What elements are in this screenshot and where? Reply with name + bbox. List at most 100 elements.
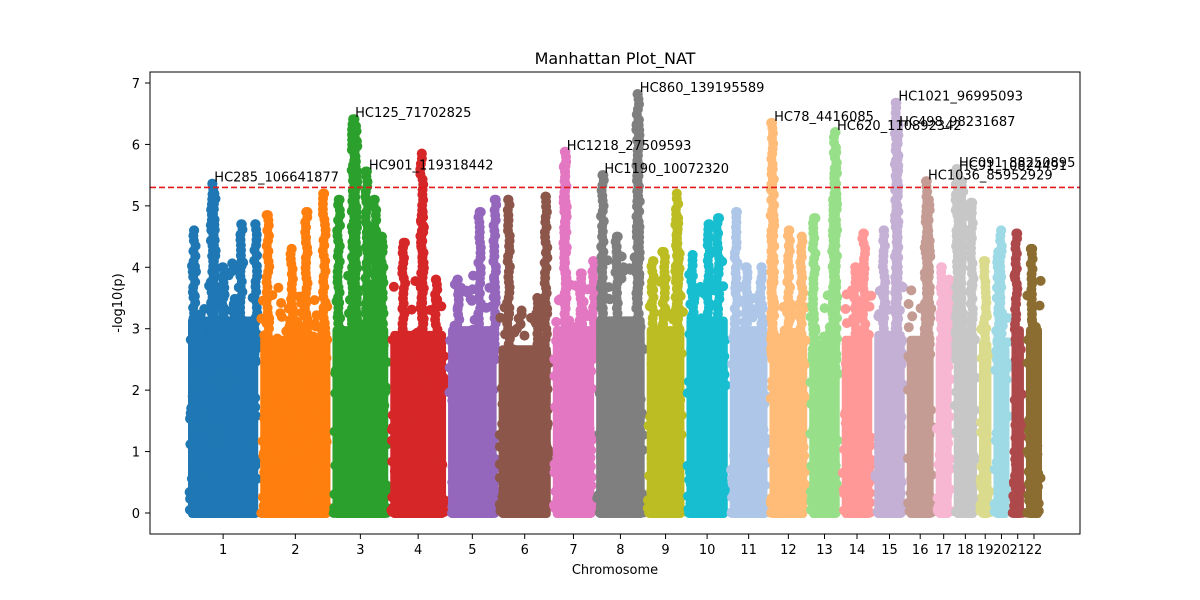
snp-point: [921, 407, 932, 417]
snp-point: [661, 503, 672, 513]
snp-point: [797, 379, 808, 390]
snp-point: [997, 400, 1008, 411]
snp-point: [978, 400, 989, 411]
snp-point: [767, 455, 778, 466]
peak-point: [262, 210, 273, 221]
snp-point: [534, 438, 544, 449]
snp-point: [773, 507, 784, 518]
snp-point: [227, 418, 238, 429]
snp-point: [439, 351, 449, 362]
x-tick-label-chr-11: 11: [740, 543, 757, 558]
snp-point: [774, 465, 785, 476]
snp-point: [309, 496, 320, 507]
snp-point: [710, 391, 721, 402]
snp-point: [823, 499, 834, 510]
snp-point: [767, 375, 778, 386]
snp-point: [447, 477, 458, 488]
snp-point: [1029, 500, 1040, 510]
snp-point: [683, 491, 693, 502]
snp-point: [692, 429, 703, 440]
snp-point: [229, 454, 240, 465]
snp-point: [286, 476, 297, 487]
snp-point: [364, 448, 375, 459]
peak-point: [731, 207, 741, 217]
snp-point: [488, 384, 499, 395]
peak-point: [703, 219, 714, 230]
snp-point: [585, 461, 596, 472]
snp-point: [931, 423, 942, 434]
snp-point: [1026, 458, 1037, 469]
peak-point: [541, 191, 551, 202]
snp-point: [484, 485, 494, 496]
snp-point: [645, 412, 656, 422]
snp-point: [840, 358, 851, 369]
snp-point: [494, 429, 505, 440]
snp-point: [448, 442, 459, 453]
snp-point: [757, 478, 768, 489]
snp-annotation: HC1021_96995093: [898, 90, 1023, 105]
snp-point: [309, 387, 320, 398]
snp-point: [650, 384, 661, 395]
y-tick-label: 5: [132, 200, 140, 215]
snp-point: [413, 389, 424, 400]
snp-point: [399, 496, 410, 507]
snp-point: [471, 399, 482, 410]
snp-point: [426, 487, 437, 498]
snp-point: [309, 295, 320, 306]
y-tick-label: 3: [132, 323, 140, 338]
snp-point: [270, 481, 281, 492]
peak-point: [361, 166, 372, 177]
snp-point: [416, 411, 427, 422]
snp-point: [775, 440, 786, 451]
snp-point: [775, 425, 785, 436]
peak-point: [671, 188, 682, 199]
snp-annotation: HC125_71702825: [355, 106, 471, 121]
peak-point: [369, 194, 380, 205]
snp-point: [250, 392, 261, 403]
snp-point: [430, 454, 441, 465]
chromosome-10-points: [682, 213, 732, 518]
snp-point: [787, 472, 798, 483]
snp-point: [877, 397, 888, 408]
snp-point: [691, 442, 702, 453]
snp-point: [978, 508, 988, 518]
snp-point: [414, 499, 425, 509]
snp-point: [279, 387, 290, 398]
snp-point: [729, 450, 739, 461]
snp-point: [624, 451, 635, 461]
snp-point: [542, 384, 553, 395]
snp-point: [936, 456, 947, 467]
snp-point: [815, 403, 826, 414]
snp-point: [586, 445, 597, 456]
snp-point: [314, 468, 325, 478]
snp-point: [964, 507, 975, 518]
snp-point: [879, 463, 890, 474]
y-tick-label: 2: [132, 384, 140, 399]
snp-point: [187, 391, 198, 402]
snp-point: [954, 486, 965, 497]
snp-point: [937, 391, 948, 402]
snp-point: [268, 506, 279, 516]
snp-point: [568, 430, 578, 441]
snp-point: [579, 467, 590, 478]
snp-point: [624, 478, 634, 489]
snp-point: [438, 372, 449, 383]
snp-point: [273, 458, 284, 469]
snp-point: [199, 304, 210, 314]
snp-point: [671, 438, 682, 449]
snp-point: [743, 497, 754, 508]
snp-point: [815, 467, 826, 478]
snp-point: [887, 446, 898, 457]
snp-point: [785, 440, 796, 451]
snp-point: [614, 398, 625, 409]
snp-point: [637, 409, 648, 420]
snp-point: [595, 450, 606, 461]
snp-point: [551, 316, 562, 327]
snp-point: [347, 376, 358, 387]
snp-point: [586, 366, 597, 377]
snp-point: [612, 500, 623, 511]
snp-point: [780, 432, 791, 443]
snp-point: [754, 408, 765, 419]
snp-point: [842, 507, 853, 518]
snp-point: [886, 492, 897, 503]
